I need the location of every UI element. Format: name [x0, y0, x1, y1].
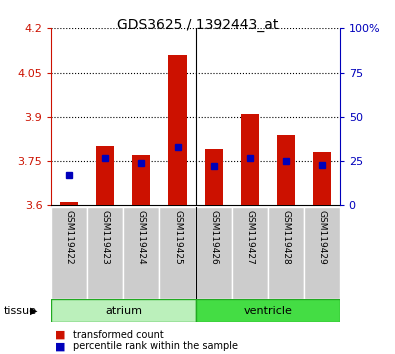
Text: ▶: ▶	[30, 306, 37, 316]
Bar	[276, 135, 295, 205]
Bar	[132, 155, 150, 205]
Text: tissue: tissue	[4, 306, 37, 316]
Bar	[231, 207, 267, 299]
Bar	[313, 152, 331, 205]
Bar	[51, 207, 87, 299]
Text: GSM119429: GSM119429	[317, 210, 326, 264]
Text: ■: ■	[55, 341, 66, 351]
Bar	[304, 207, 340, 299]
Bar	[60, 202, 78, 205]
Bar	[123, 207, 160, 299]
Bar	[205, 149, 222, 205]
Bar	[51, 299, 196, 322]
Text: GSM119423: GSM119423	[101, 210, 110, 264]
Text: GSM119428: GSM119428	[281, 210, 290, 264]
Bar	[267, 207, 304, 299]
Text: GSM119427: GSM119427	[245, 210, 254, 264]
Text: ventricle: ventricle	[243, 306, 292, 316]
Text: GDS3625 / 1392443_at: GDS3625 / 1392443_at	[117, 18, 278, 32]
Bar	[241, 114, 259, 205]
Text: atrium: atrium	[105, 306, 142, 316]
Text: percentile rank within the sample: percentile rank within the sample	[73, 341, 238, 351]
Bar	[160, 207, 196, 299]
Bar	[196, 207, 231, 299]
Text: GSM119424: GSM119424	[137, 210, 146, 264]
Text: GSM119425: GSM119425	[173, 210, 182, 264]
Bar	[169, 55, 186, 205]
Text: GSM119426: GSM119426	[209, 210, 218, 264]
Text: ■: ■	[55, 330, 66, 339]
Text: transformed count: transformed count	[73, 330, 164, 339]
Bar	[96, 146, 115, 205]
Bar	[87, 207, 123, 299]
Bar	[196, 299, 340, 322]
Text: GSM119422: GSM119422	[65, 210, 74, 264]
